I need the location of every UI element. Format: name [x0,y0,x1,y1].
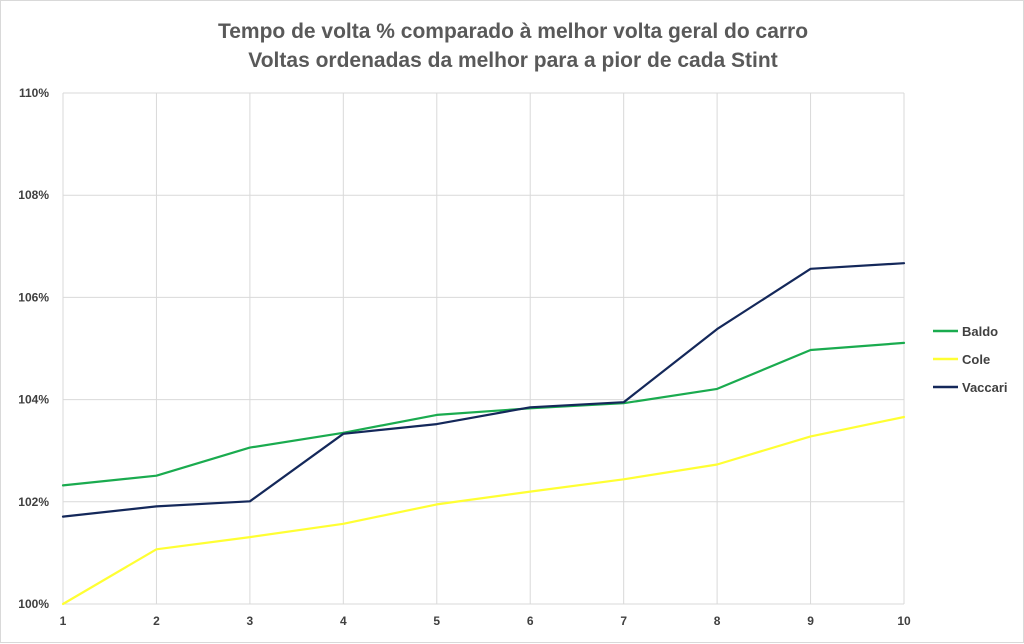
y-tick-label: 100% [18,597,49,611]
x-tick-label: 3 [247,614,254,628]
legend-label-cole: Cole [962,352,990,367]
legend-label-baldo: Baldo [962,324,998,339]
y-tick-label: 102% [18,495,49,509]
y-tick-label: 106% [18,290,49,304]
axis-ticks: 100% 102% 104% 106% 108% 110% 1 2 3 4 5 6 7 8 9 10 [18,86,911,628]
series-lines [61,262,906,606]
grid-lines [62,92,905,605]
x-tick-label: 9 [807,614,814,628]
x-tick-label: 8 [714,614,721,628]
x-tick-label: 2 [153,614,160,628]
x-tick-label: 5 [433,614,440,628]
series-line-cole [61,415,906,606]
chart-title-line-1: Tempo de volta % comparado à melhor volt… [218,20,808,43]
series-line-vaccari [61,262,906,518]
x-tick-label: 7 [620,614,627,628]
x-tick-label: 6 [527,614,534,628]
y-tick-label: 104% [18,393,49,407]
series-line-baldo [61,341,906,487]
chart-title-line-2: Voltas ordenadas da melhor para a pior d… [248,49,777,72]
x-tick-label: 10 [897,614,911,628]
y-tick-label: 108% [18,188,49,202]
y-tick-label: 110% [19,86,49,100]
legend: Baldo Cole Vaccari [933,324,1008,395]
legend-label-vaccari: Vaccari [962,380,1008,395]
x-tick-label: 1 [60,614,67,628]
x-tick-label: 4 [340,614,347,628]
